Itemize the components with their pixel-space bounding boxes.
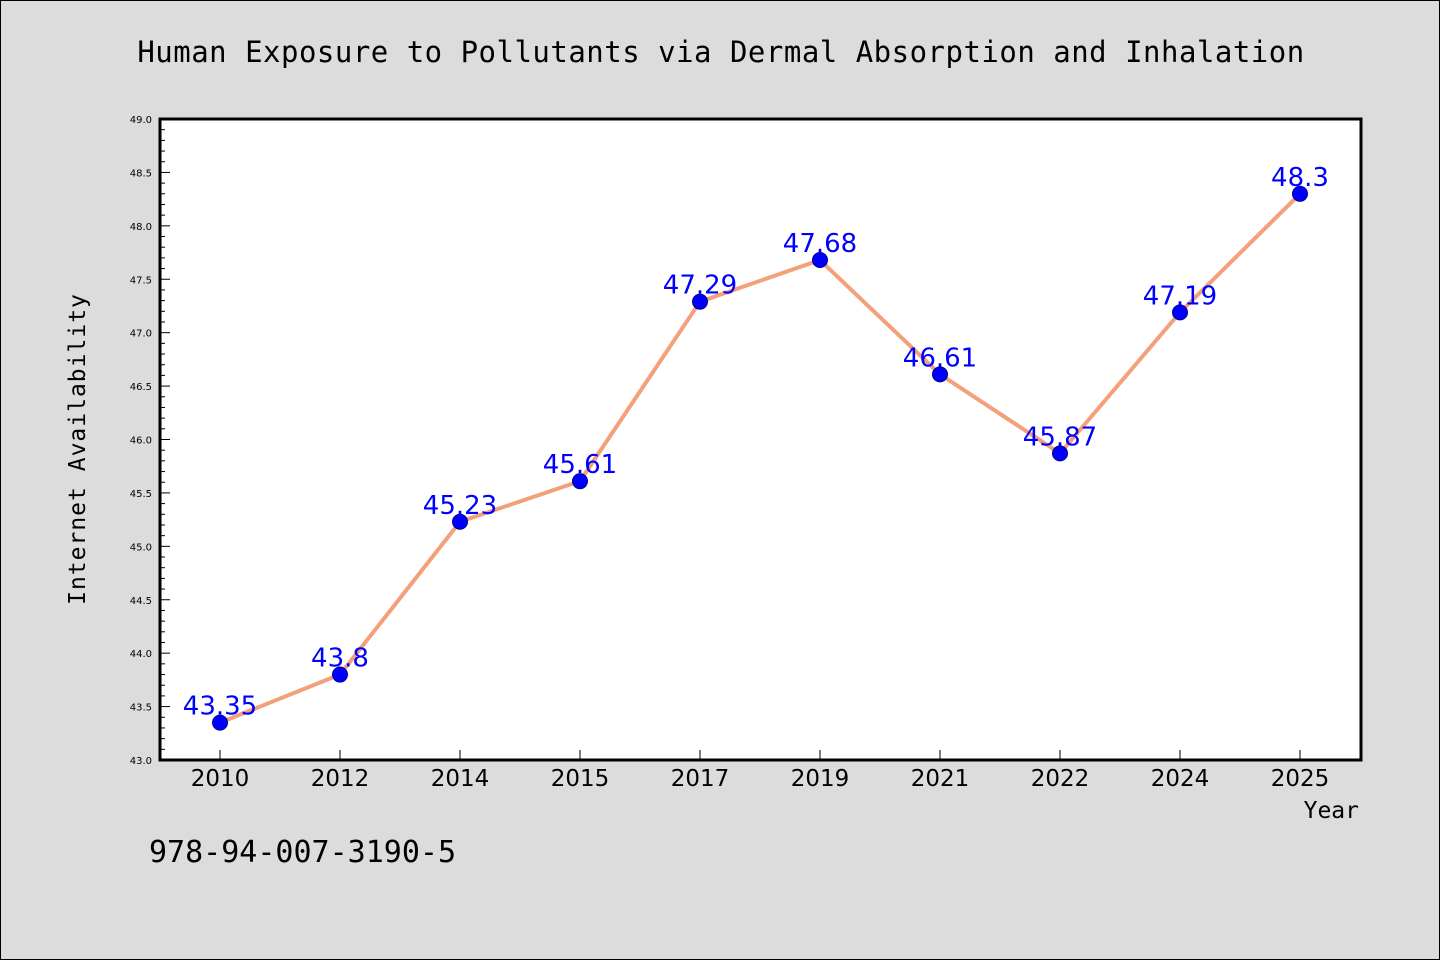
series-markers: [212, 185, 1308, 731]
x-tick-label: 2024: [1151, 766, 1210, 792]
x-tick-label: 2017: [671, 766, 730, 792]
data-point-marker: [452, 513, 468, 530]
x-tick-label: 2019: [791, 766, 850, 792]
x-axis-label: Year: [1303, 798, 1359, 824]
data-label: 45.61: [543, 450, 617, 480]
x-axis: 2010 2012 2014 2015 2017 2019 2021 2022 2024 2025: [191, 750, 1330, 792]
data-point-marker: [692, 293, 708, 310]
data-point-marker: [1292, 185, 1308, 202]
data-label: 47.68: [783, 229, 857, 259]
data-label: 43.35: [183, 692, 257, 722]
x-tick-label: 2015: [551, 766, 610, 792]
y-tick-label: 49.0: [130, 115, 152, 126]
footer-code: 978-94-007-3190-5: [149, 835, 457, 870]
data-point-marker: [1172, 304, 1188, 321]
y-tick-label: 47.5: [130, 275, 152, 286]
data-point-marker: [212, 714, 228, 731]
data-label: 45.87: [1023, 422, 1097, 452]
y-tick-label: 44.0: [130, 649, 152, 660]
y-tick-label: 45.5: [130, 489, 152, 500]
data-point-marker: [1052, 445, 1068, 462]
x-tick-label: 2014: [431, 766, 490, 792]
y-tick-label: 43.0: [130, 756, 152, 767]
chart-title: Human Exposure to Pollutants via Dermal …: [137, 35, 1305, 69]
data-labels: 43.35 43.8 45.23 45.61 47.29 47.68 46.61 45.87 4…: [183, 163, 1329, 722]
data-label: 43.8: [311, 644, 369, 674]
y-tick-label: 44.5: [130, 596, 152, 607]
data-label: 47.29: [663, 271, 737, 301]
x-tick-label: 2010: [191, 766, 250, 792]
y-tick-label: 47.0: [130, 329, 152, 340]
data-label: 48.3: [1271, 163, 1329, 193]
y-tick-label: 46.5: [130, 382, 152, 393]
y-tick-label: 48.0: [130, 222, 152, 233]
data-label: 45.23: [423, 491, 497, 521]
data-label: 46.61: [903, 343, 977, 373]
y-tick-label: 45.0: [130, 542, 152, 553]
data-point-marker: [332, 666, 348, 683]
series-line: [219, 192, 1302, 725]
y-tick-label: 43.5: [130, 703, 152, 714]
y-tick-label: 46.0: [130, 436, 152, 447]
data-point-marker: [932, 366, 948, 383]
x-tick-label: 2022: [1031, 766, 1090, 792]
x-tick-label: 2025: [1271, 766, 1330, 792]
plot-area: [158, 117, 1363, 762]
data-point-marker: [812, 252, 828, 269]
x-tick-label: 2012: [311, 766, 370, 792]
x-tick-label: 2021: [911, 766, 970, 792]
y-tick-label: 48.5: [130, 168, 152, 179]
data-label: 47.19: [1143, 281, 1217, 311]
y-axis: 43.0 43.5 44.0 44.5 45.0 45.5 46.0 46.5 47.0 47.5…: [130, 115, 170, 767]
data-point-marker: [572, 473, 588, 490]
